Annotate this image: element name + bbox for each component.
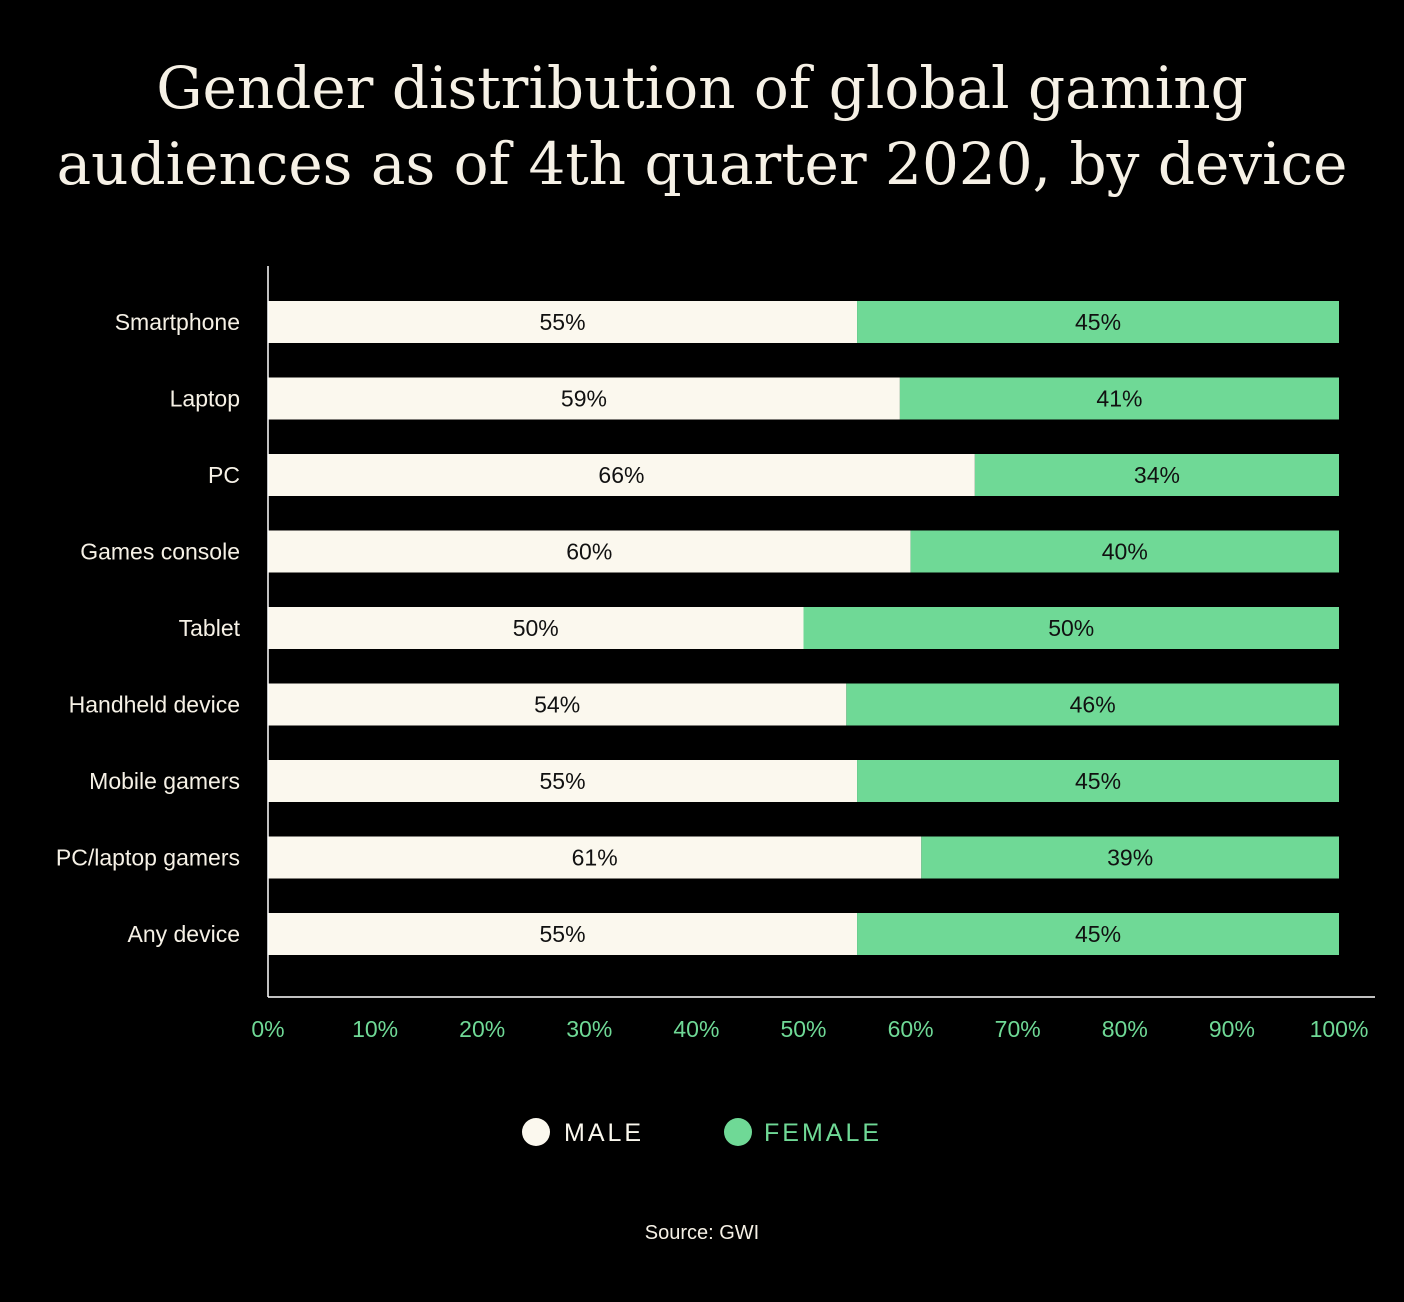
category-label-games-console: Games console: [80, 539, 240, 565]
chart-title-line-2: audiences as of 4th quarter 2020, by dev…: [56, 130, 1348, 198]
x-tick-label-70: 70%: [995, 1016, 1041, 1042]
bar-male-pc-laptop-gamers: [268, 836, 922, 879]
data-label-female-laptop: 41%: [1096, 386, 1142, 412]
category-label-mobile-gamers: Mobile gamers: [89, 768, 240, 794]
legend-male-marker: [522, 1118, 550, 1146]
bar-male-laptop: [268, 377, 900, 420]
legend-female-marker: [724, 1118, 752, 1146]
data-label-male-handheld-device: 54%: [534, 692, 580, 718]
chart-title: Gender distribution of global gaming aud…: [0, 50, 1404, 202]
x-tick-label-40: 40%: [673, 1016, 719, 1042]
category-label-any-device: Any device: [127, 921, 240, 947]
data-label-female-pc: 34%: [1134, 462, 1180, 488]
data-label-male-smartphone: 55%: [540, 309, 586, 335]
data-label-male-games-console: 60%: [566, 539, 612, 565]
x-tick-label-0: 0%: [251, 1016, 284, 1042]
bar-female-mobile-gamers: [857, 760, 1339, 802]
bar-female-games-console: [910, 530, 1339, 573]
bar-male-games-console: [268, 530, 911, 573]
source-note: Source: GWI: [644, 1222, 760, 1244]
bar-male-pc: [268, 454, 975, 496]
x-tick-label-90: 90%: [1209, 1016, 1255, 1042]
data-label-female-handheld-device: 46%: [1070, 692, 1116, 718]
x-tick-label-30: 30%: [566, 1016, 612, 1042]
bar-male-any-device: [268, 913, 858, 955]
data-label-male-pc: 66%: [598, 462, 644, 488]
x-tick-label-80: 80%: [1102, 1016, 1148, 1042]
chart-title-line-1: Gender distribution of global gaming: [156, 54, 1248, 122]
category-label-pc-laptop-gamers: PC/laptop gamers: [56, 845, 240, 871]
data-label-female-tablet: 50%: [1048, 615, 1094, 641]
data-label-male-pc-laptop-gamers: 61%: [572, 845, 618, 871]
legend-male-label: MALE: [564, 1119, 644, 1147]
category-label-laptop: Laptop: [170, 386, 240, 412]
bar-female-handheld-device: [846, 683, 1339, 726]
x-tick-label-50: 50%: [780, 1016, 826, 1042]
x-tick-label-100: 100%: [1310, 1016, 1369, 1042]
category-label-handheld-device: Handheld device: [69, 692, 240, 718]
bar-female-pc-laptop-gamers: [921, 836, 1339, 879]
data-label-male-mobile-gamers: 55%: [540, 768, 586, 794]
data-label-female-pc-laptop-gamers: 39%: [1107, 845, 1153, 871]
bar-male-tablet: [268, 607, 804, 649]
bar-male-smartphone: [268, 301, 858, 343]
bar-male-handheld-device: [268, 683, 847, 726]
data-label-female-any-device: 45%: [1075, 921, 1121, 947]
bar-female-any-device: [857, 913, 1339, 955]
data-label-male-tablet: 50%: [513, 615, 559, 641]
bar-female-laptop: [899, 377, 1339, 420]
category-label-smartphone: Smartphone: [115, 309, 240, 335]
x-tick-label-20: 20%: [459, 1016, 505, 1042]
bar-female-tablet: [803, 607, 1339, 649]
x-tick-label-10: 10%: [352, 1016, 398, 1042]
data-label-female-games-console: 40%: [1102, 539, 1148, 565]
legend-female-label: FEMALE: [764, 1119, 882, 1147]
data-label-female-smartphone: 45%: [1075, 309, 1121, 335]
bar-female-pc: [974, 454, 1339, 496]
bar-female-smartphone: [857, 301, 1339, 343]
data-label-male-laptop: 59%: [561, 386, 607, 412]
bar-male-mobile-gamers: [268, 760, 858, 802]
x-tick-label-60: 60%: [888, 1016, 934, 1042]
category-label-pc: PC: [208, 462, 240, 488]
category-label-tablet: Tablet: [179, 615, 241, 641]
data-label-male-any-device: 55%: [540, 921, 586, 947]
data-label-female-mobile-gamers: 45%: [1075, 768, 1121, 794]
